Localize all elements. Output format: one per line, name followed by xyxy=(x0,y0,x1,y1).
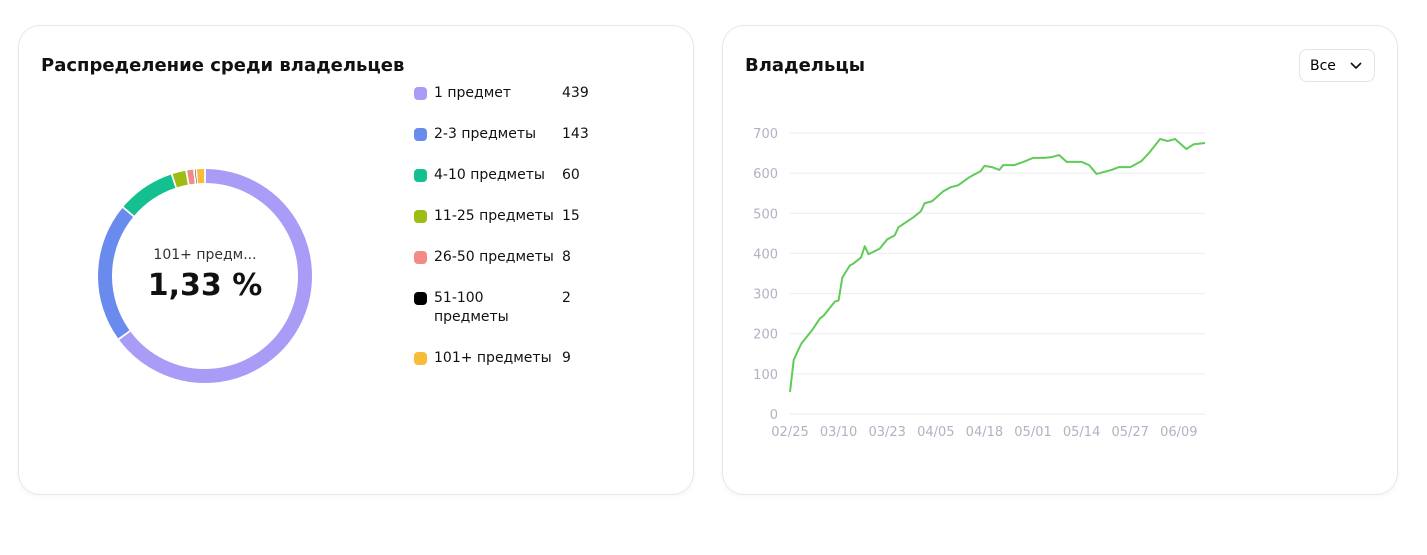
legend-label: 51-100 предметы xyxy=(434,290,509,325)
legend-label: 11-25 предметы xyxy=(434,208,554,224)
legend-value: 143 xyxy=(562,126,589,142)
legend-swatch xyxy=(414,251,427,264)
legend: 1 предмет 439 2-3 предметы 143 4-10 предметы… xyxy=(414,84,589,368)
distribution-card: Распределение среди владельцев 1 предмет… xyxy=(18,25,694,495)
legend-row: 4-10 предметы 60 xyxy=(414,166,589,185)
legend-swatch xyxy=(414,169,427,182)
legend-label: 4-10 предметы xyxy=(434,167,545,183)
legend-value: 15 xyxy=(562,208,580,224)
legend-row: 11-25 предметы 15 xyxy=(414,207,589,226)
legend-label: 1 предмет xyxy=(434,85,512,101)
legend-row: 51-100 предметы 2 xyxy=(414,289,589,327)
legend-label: 26-50 предметы xyxy=(434,249,554,265)
chevron-icon xyxy=(1350,61,1362,69)
legend-row: 2-3 предметы 143 xyxy=(414,125,589,144)
legend-value: 439 xyxy=(562,85,589,101)
legend-label: 2-3 предметы xyxy=(434,126,537,142)
card-title: Распределение среди владельцев xyxy=(41,55,405,76)
legend-value: 60 xyxy=(562,167,580,183)
owners-card: Владельцы Все xyxy=(722,25,1398,495)
legend-swatch xyxy=(414,210,427,223)
legend-value: 2 xyxy=(562,290,571,306)
dropdown-label[interactable]: Все xyxy=(1310,57,1336,74)
legend-value: 8 xyxy=(562,249,571,265)
legend-swatch xyxy=(414,292,427,305)
card-title: Владельцы xyxy=(745,55,865,76)
legend-label: 101+ предметы xyxy=(434,350,552,366)
chevron xyxy=(1350,61,1362,69)
legend-row: 101+ предметы 9 xyxy=(414,349,589,368)
legend-swatch xyxy=(414,352,427,365)
legend-swatch xyxy=(414,87,427,100)
legend-value: 9 xyxy=(562,350,571,366)
legend-swatch xyxy=(414,128,427,141)
legend-row: 26-50 предметы 8 xyxy=(414,248,589,267)
legend-row: 1 предмет 439 xyxy=(414,84,589,103)
period-dropdown[interactable]: Все xyxy=(1299,49,1375,82)
